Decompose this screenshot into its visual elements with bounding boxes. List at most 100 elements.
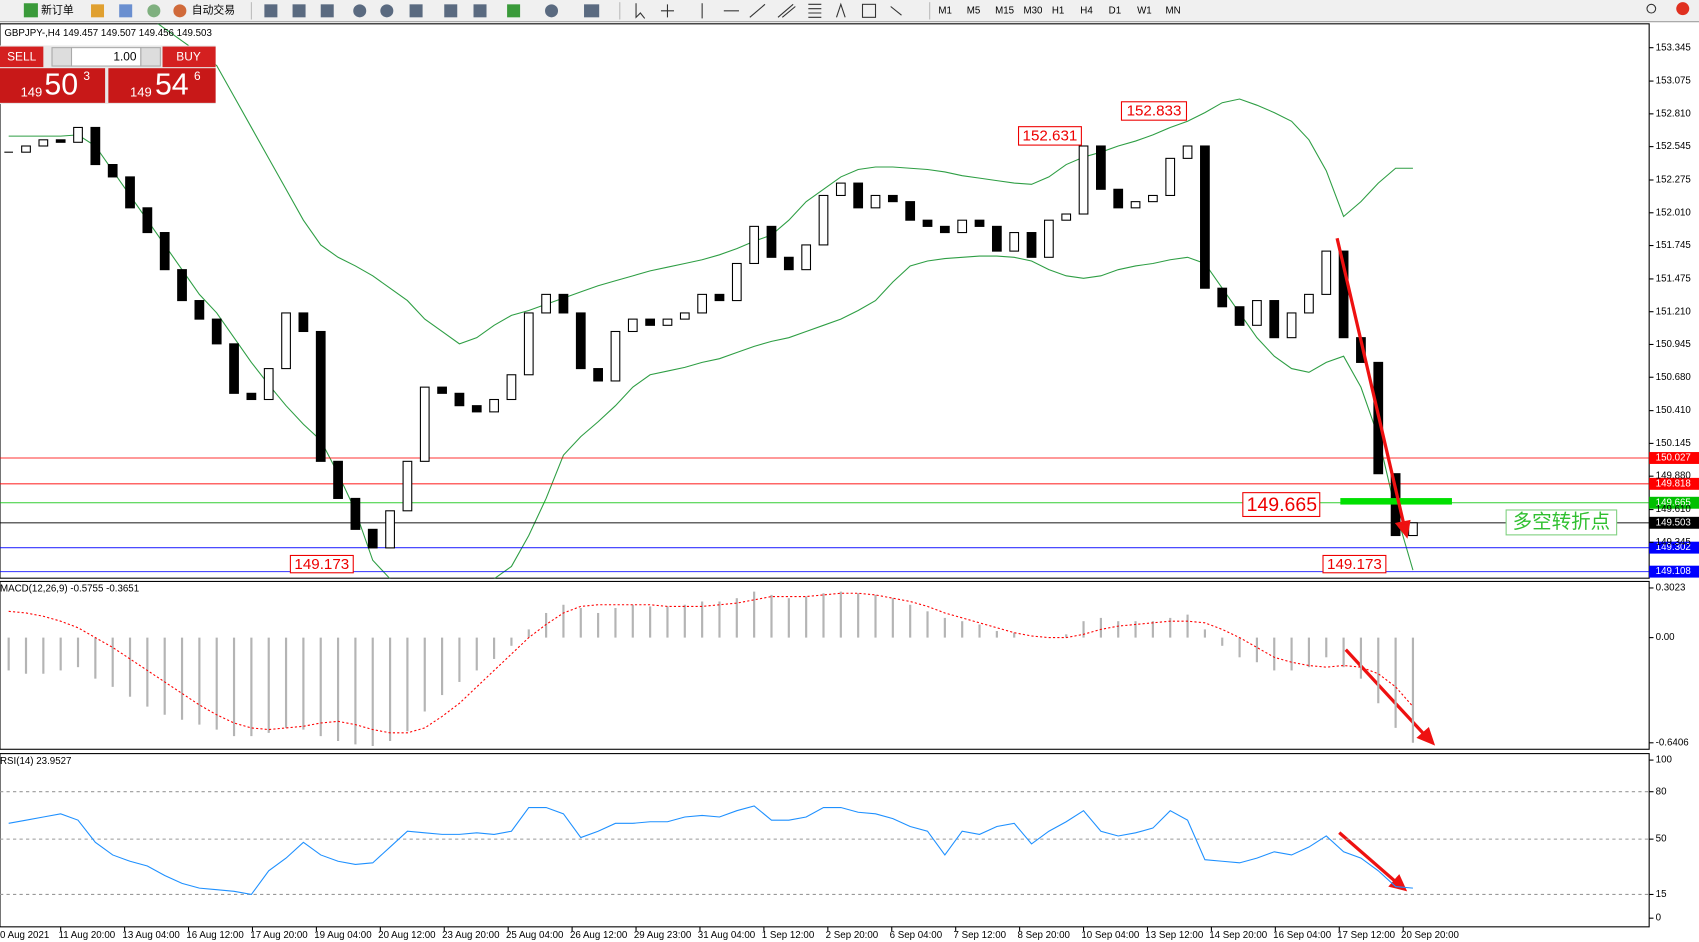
timeframe-button[interactable]: D1 [1109,5,1121,16]
text-tool[interactable] [835,2,846,18]
zoom-out-button[interactable] [380,4,394,18]
timeframe-button[interactable]: M15 [995,5,1014,16]
trendline-tool[interactable] [749,3,766,18]
toolbar-bg [0,0,1699,22]
annotation-text: 152.833 [1127,103,1182,120]
toolbar-icon[interactable] [91,4,105,18]
candle [853,182,864,209]
candle [974,219,985,227]
candle [1043,219,1054,258]
sell-price-box[interactable] [0,68,106,103]
notification-badge[interactable] [1676,2,1690,16]
x-tick-label: 31 Aug 04:00 [698,930,756,941]
buy-button[interactable] [162,46,216,68]
channel-tool[interactable] [777,3,796,18]
toolbar-icon[interactable] [119,4,133,18]
buy-label[interactable]: BUY [176,50,201,64]
volume-down[interactable] [51,47,73,67]
x-tick-label: 1 Sep 12:00 [762,930,815,941]
candle [402,460,413,512]
indicators-button[interactable] [507,4,521,18]
upper-band [157,23,1413,345]
bar-chart-button[interactable] [264,4,278,18]
trend-arrows [1335,237,1436,892]
annotation-text: 149.173 [294,556,349,573]
shift-button[interactable] [473,4,487,18]
toolbar-icon[interactable] [147,4,161,18]
candle [818,194,829,246]
candle [1130,201,1141,209]
candle [38,139,49,147]
candle [419,386,430,462]
candle [489,398,499,413]
periods-button[interactable] [545,4,559,18]
arrows-tool[interactable] [890,6,902,16]
candle [1096,145,1106,190]
y-tick-label: 80 [1656,786,1667,797]
candle [159,232,170,271]
crosshair-tool[interactable] [660,4,674,18]
candle [385,510,395,549]
timeframe-button[interactable]: MN [1165,5,1180,16]
autoscroll-button[interactable] [444,4,458,18]
x-tick-label: 2 Sep 20:00 [826,930,879,941]
timeframe-button[interactable]: H1 [1052,5,1064,16]
x-tick-label: 13 Aug 04:00 [122,930,180,941]
buy-price-box[interactable] [108,68,216,103]
candle [73,126,83,143]
candle [991,225,1002,252]
templates-button[interactable] [584,4,600,18]
y-tick-label: 153.075 [1656,76,1691,87]
tile-button[interactable] [409,4,423,18]
candle [801,244,812,271]
x-tick-label: 13 Sep 12:00 [1145,930,1204,941]
sell-button[interactable] [0,46,44,68]
search-button[interactable] [1646,3,1657,14]
candle [905,201,916,221]
candle [1026,232,1037,258]
point: 3 [83,69,90,83]
candle [575,312,586,370]
sell-label[interactable]: SELL [7,50,37,64]
candle [662,318,673,326]
x-tick-label: 29 Aug 23:00 [634,930,692,941]
candle [1078,145,1089,215]
candle [1304,293,1314,314]
annotations: 152.631 152.833 149.173 149.173 149.665 … [289,101,1618,892]
timeframe-button[interactable]: M1 [938,5,952,16]
candle-chart-button[interactable] [292,4,306,18]
y-tick-label: 151.210 [1656,306,1692,317]
cursor-tool[interactable] [635,3,646,19]
candle [142,207,153,234]
candle [1321,250,1332,295]
timeframe-button[interactable]: W1 [1137,5,1152,16]
candle [593,368,603,382]
x-tick-label: 20 Sep 20:00 [1401,930,1460,941]
label-tool[interactable] [861,3,877,18]
line-chart-button[interactable] [320,4,334,18]
new-order-button[interactable]: 新订单 [41,3,74,17]
zoom-in-button[interactable] [353,4,367,18]
timeframe-button[interactable]: M30 [1024,5,1044,16]
fibo-tool[interactable] [808,3,822,18]
pips: 54 [155,69,189,102]
timeframe-button[interactable]: M5 [967,5,981,16]
y-tick-label: 0 [1656,913,1662,924]
level-label: 149.665 [1656,497,1691,508]
candle [1165,157,1176,197]
volume-value[interactable]: 1.00 [113,50,137,64]
rsi-frame [0,753,1650,928]
new-order-icon[interactable] [23,3,38,18]
timeframe-button[interactable]: H4 [1080,5,1093,16]
candle [315,330,326,462]
level-label: 149.302 [1656,542,1691,553]
chart-title: GBPJPY-,H4 149.457 149.507 149.456 149.5… [4,28,212,39]
candle [558,293,569,314]
auto-trading-icon[interactable] [173,4,187,18]
volume-up[interactable] [140,47,161,67]
level-label-bg [1649,516,1699,529]
candle [1234,306,1245,326]
x-tick-label: 14 Sep 20:00 [1209,930,1268,941]
auto-trading-button[interactable]: 自动交易 [192,3,235,17]
candle [541,293,551,314]
